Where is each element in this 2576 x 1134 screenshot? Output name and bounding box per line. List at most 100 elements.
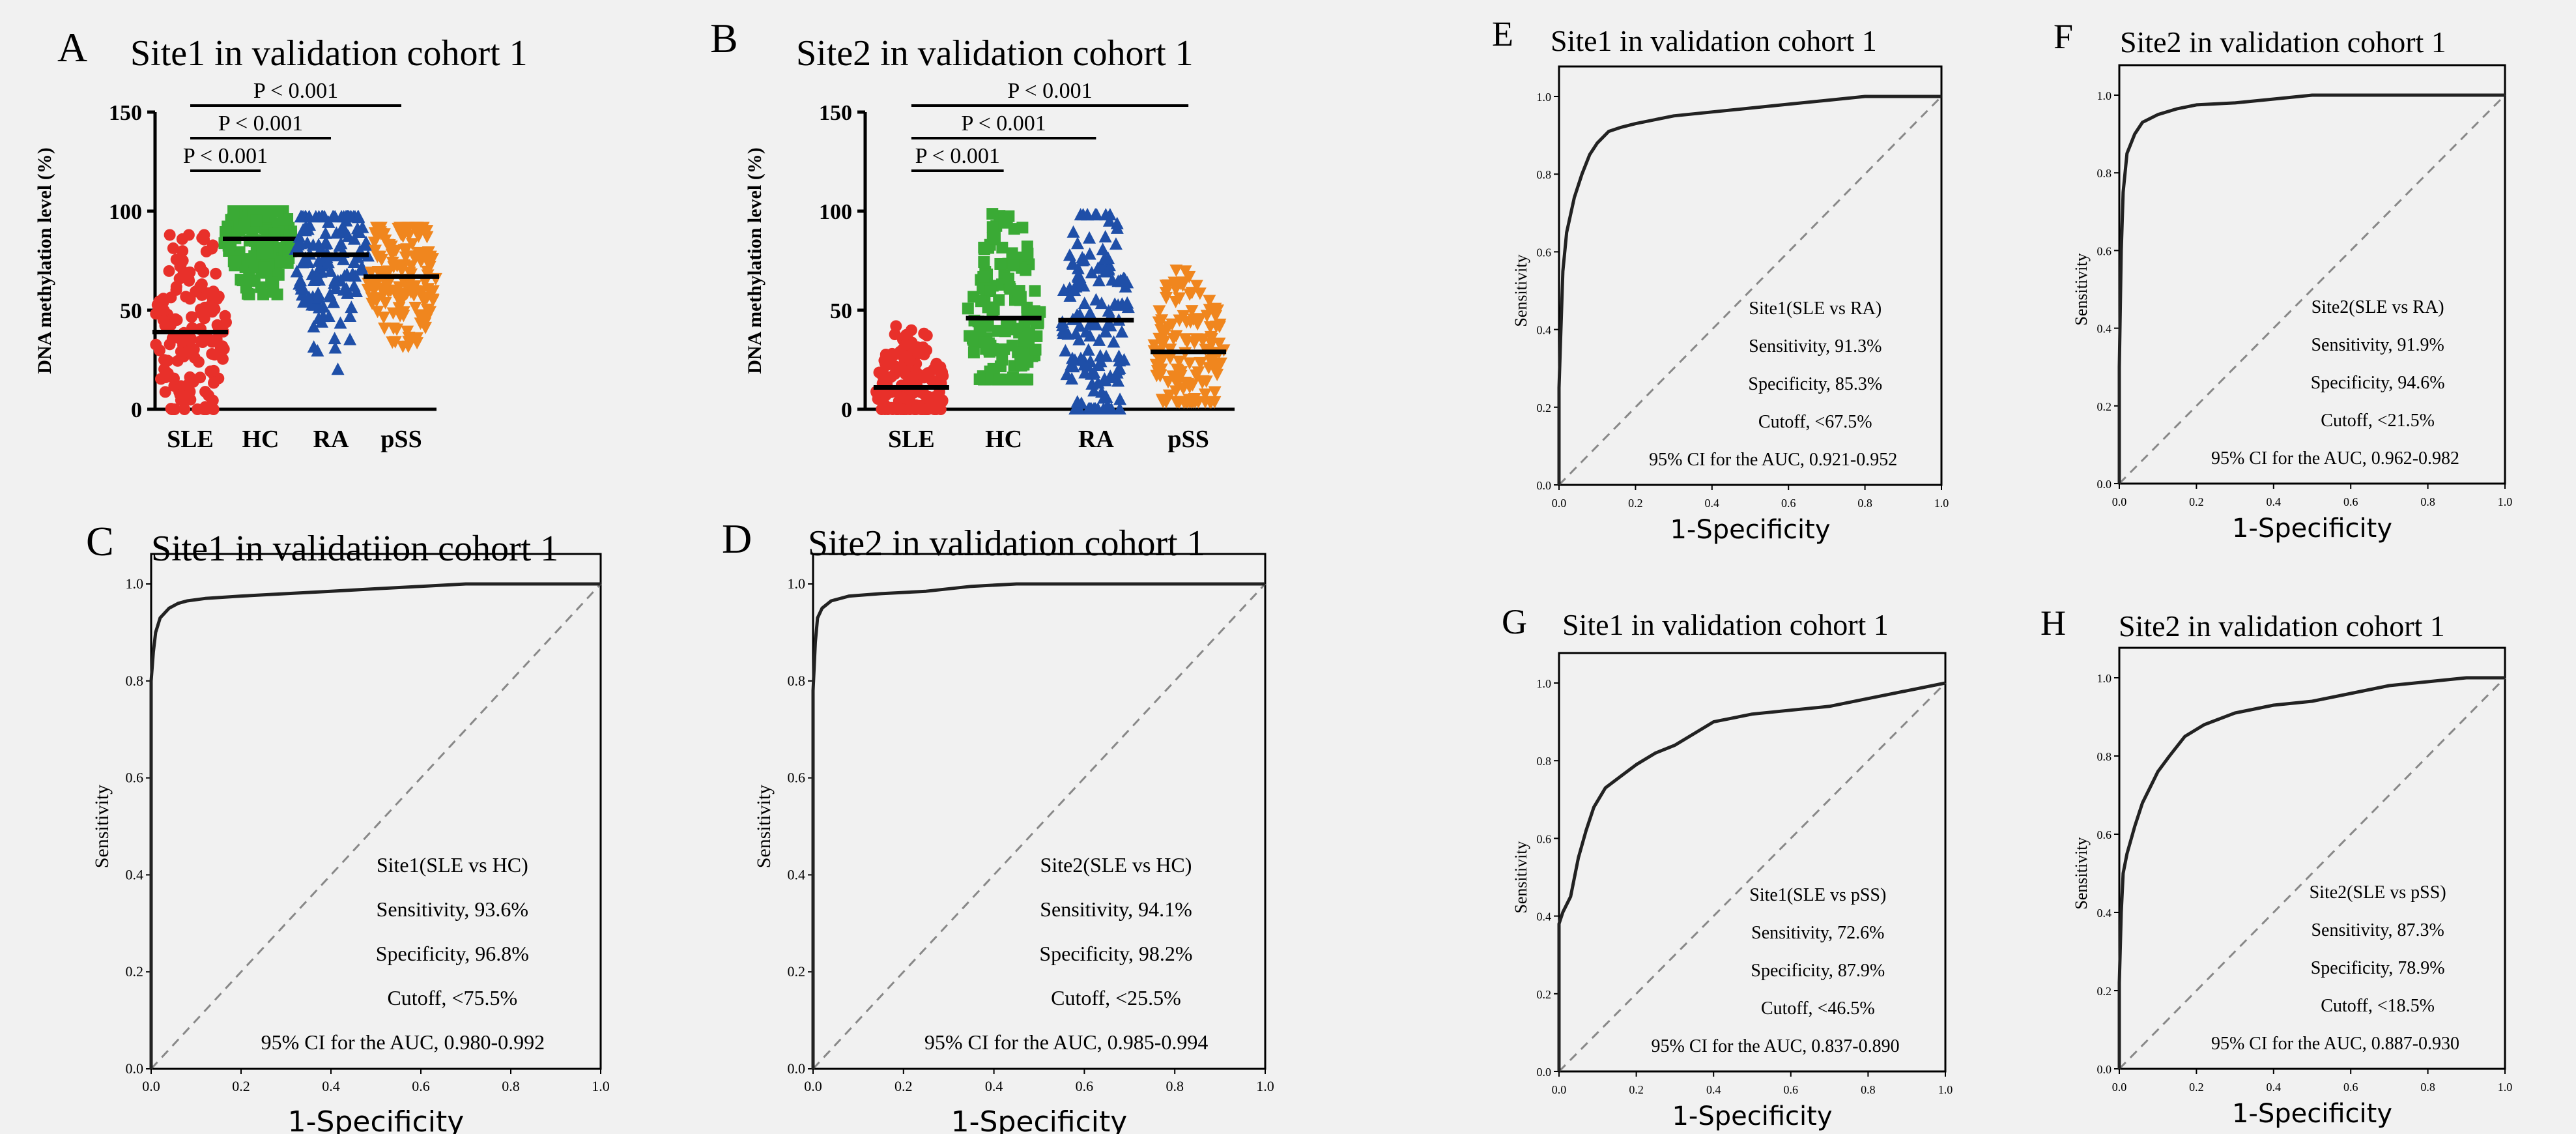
data-point — [1185, 305, 1199, 318]
data-point — [1111, 374, 1125, 387]
data-point — [375, 254, 388, 267]
data-point — [159, 319, 171, 332]
x-tick-label: 0.4 — [1705, 497, 1720, 510]
y-tick-label: 0.4 — [1537, 910, 1552, 923]
data-point — [192, 356, 205, 368]
y-tick-label: 0 — [841, 398, 852, 422]
data-point — [1007, 259, 1020, 272]
data-point — [171, 355, 184, 367]
data-point — [1169, 330, 1183, 343]
data-point — [1173, 314, 1186, 327]
y-tick-label: 0.8 — [2097, 167, 2112, 180]
y-tick-label: 0.8 — [1537, 755, 1552, 768]
data-point — [1160, 396, 1173, 409]
x-tick-label: 0.2 — [1629, 1083, 1644, 1096]
data-point — [176, 233, 188, 245]
y-tick-label: 1.0 — [1537, 677, 1552, 690]
data-point — [1078, 297, 1091, 310]
data-point — [1074, 351, 1087, 364]
x-tick-label: 0.2 — [2189, 1081, 2204, 1094]
annotation-line: Specificity, 98.2% — [1039, 942, 1192, 965]
annotation-line: Specificity, 85.3% — [1748, 374, 1882, 394]
data-point — [322, 215, 336, 228]
data-point — [1169, 385, 1182, 398]
data-point — [347, 232, 361, 245]
annotation-line: 95% CI for the AUC, 0.837-0.890 — [1652, 1036, 1900, 1056]
annotation-line: Sensitivity, 93.6% — [377, 897, 528, 921]
x-axis-label: 1-Specificity — [1672, 1101, 1832, 1131]
data-point — [1013, 285, 1025, 297]
data-point — [1204, 330, 1218, 343]
data-point — [369, 244, 382, 257]
x-tick-label: 0.4 — [985, 1078, 1003, 1094]
y-tick-label: 0.2 — [788, 963, 806, 980]
data-point — [1081, 402, 1095, 414]
data-point — [293, 230, 306, 243]
y-tick-label: 0.2 — [2097, 985, 2112, 998]
y-tick-label: 0.2 — [1537, 988, 1552, 1001]
data-point — [183, 274, 195, 287]
y-axis-label: Sensitivity — [91, 785, 113, 868]
data-point — [1089, 293, 1103, 306]
x-tick-label: 0.6 — [2343, 1081, 2358, 1094]
data-point — [256, 248, 268, 260]
data-point — [379, 278, 393, 291]
data-point — [988, 303, 1000, 315]
data-point — [157, 293, 169, 305]
roc-curve — [149, 582, 601, 1069]
data-point — [235, 274, 247, 286]
x-tick-label: 0.4 — [2267, 1081, 2282, 1094]
annotation-line: Cutoff, <46.5% — [1761, 998, 1875, 1019]
data-point — [921, 403, 933, 415]
data-point — [996, 353, 1009, 366]
data-point — [183, 346, 195, 358]
data-point — [1015, 360, 1027, 372]
x-tick-label: 0.8 — [502, 1078, 520, 1094]
x-tick-label: 0.8 — [1857, 497, 1872, 510]
data-point — [227, 255, 240, 268]
x-axis-label: 1-Specificity — [951, 1105, 1128, 1134]
data-point — [986, 221, 999, 233]
points-SLE — [150, 229, 232, 415]
roc-curve — [2117, 93, 2505, 484]
data-point — [1087, 366, 1101, 379]
annotation-line: Site1(SLE vs pSS) — [1749, 885, 1886, 905]
y-tick-label: 1.0 — [126, 575, 144, 592]
panel-letter: E — [1492, 14, 1513, 53]
annotation-line: Sensitivity, 72.6% — [1751, 923, 1884, 943]
data-point — [399, 251, 412, 264]
data-point — [1093, 333, 1106, 346]
x-tick-label: 1.0 — [1938, 1083, 1953, 1096]
data-point — [177, 245, 189, 257]
x-tick-label: RA — [1078, 426, 1114, 453]
y-tick-label: 0 — [131, 398, 142, 422]
data-point — [396, 230, 410, 243]
roc-curve — [1557, 94, 1941, 485]
points-pSS — [361, 222, 442, 353]
x-tick-label: 0.2 — [2189, 495, 2204, 508]
data-point — [338, 269, 352, 282]
data-point — [1055, 319, 1069, 332]
data-point — [371, 306, 384, 319]
data-point — [163, 265, 175, 277]
data-point — [402, 336, 416, 349]
x-tick-label: 0.6 — [2343, 495, 2358, 508]
data-point — [1034, 306, 1046, 318]
data-point — [396, 340, 410, 353]
data-point — [407, 289, 421, 302]
data-point — [401, 282, 414, 295]
data-point — [313, 273, 326, 286]
panel-H: H Site2 in validation cohort 1 0.0 0.2 0.4 0.… — [2040, 603, 2512, 1129]
data-point — [1072, 332, 1086, 345]
x-tick-label: 0.2 — [894, 1078, 913, 1094]
x-tick-label: 0.4 — [2267, 495, 2282, 508]
y-tick-label: 0.8 — [788, 673, 806, 689]
data-point — [200, 245, 212, 257]
plot-frame — [1558, 65, 1943, 486]
points-HC — [218, 205, 298, 300]
data-point — [1068, 284, 1081, 297]
data-point — [251, 205, 263, 217]
data-point — [1066, 360, 1080, 373]
y-tick-label: 0.0 — [1537, 479, 1552, 492]
data-point — [878, 368, 890, 380]
